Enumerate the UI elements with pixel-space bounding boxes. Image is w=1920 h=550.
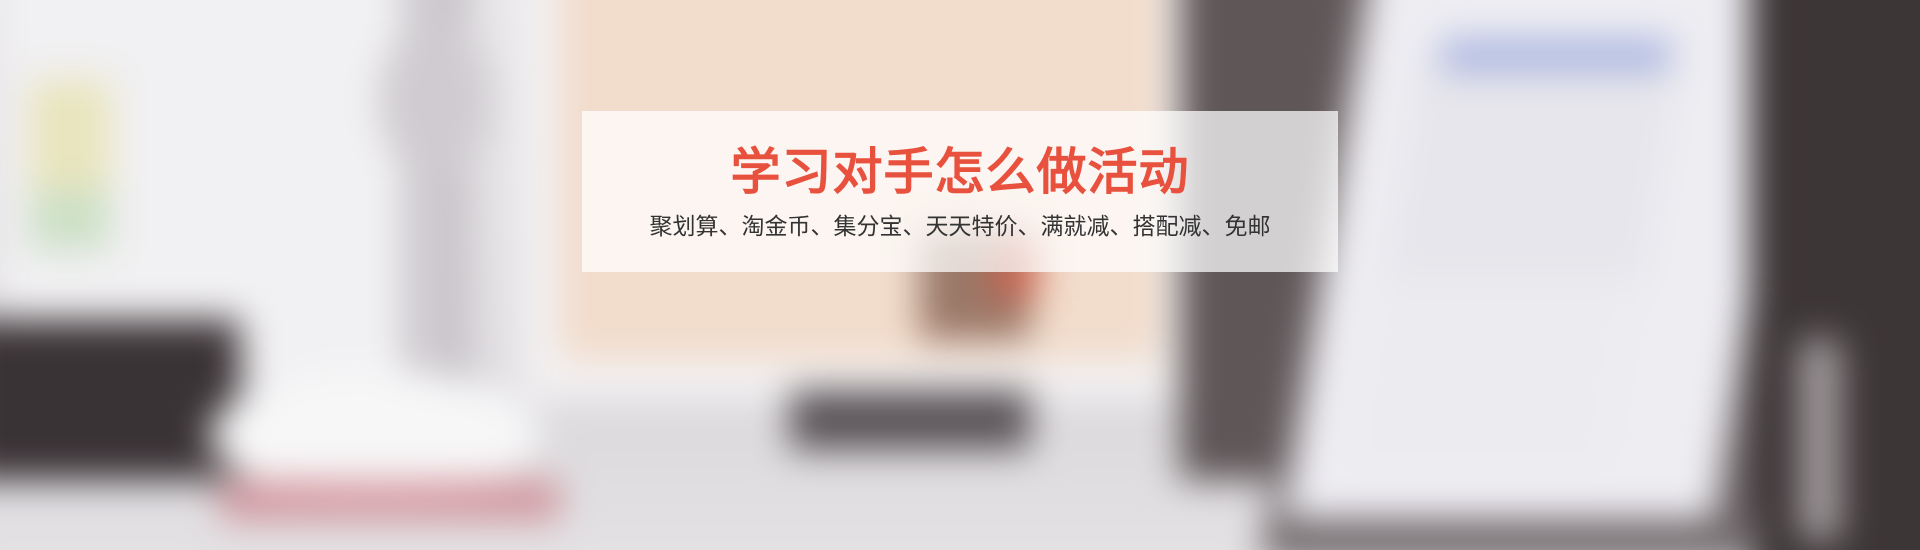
banner-subtitle: 聚划算、淘金币、集分宝、天天特价、满就减、搭配减、免邮	[649, 214, 1271, 240]
banner-title: 学习对手怎么做活动	[730, 143, 1190, 201]
banner-caption-box: 学习对手怎么做活动 聚划算、淘金币、集分宝、天天特价、满就减、搭配减、免邮	[582, 111, 1338, 272]
